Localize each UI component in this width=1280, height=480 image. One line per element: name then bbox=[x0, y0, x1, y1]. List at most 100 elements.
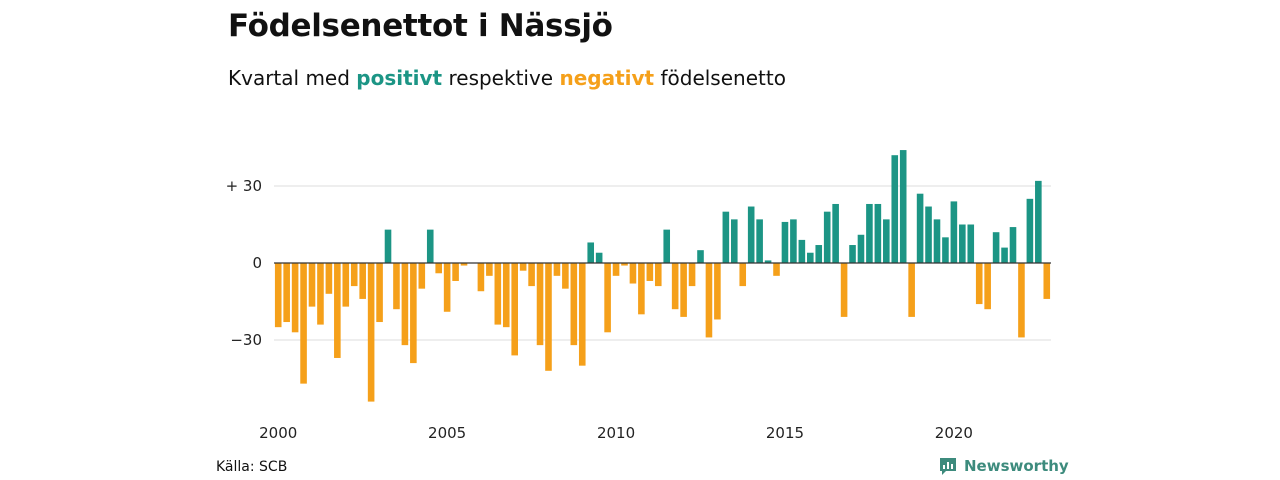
bar bbox=[781, 221, 789, 263]
bar bbox=[756, 219, 763, 263]
bar bbox=[705, 263, 713, 338]
subtitle-positive: positivt bbox=[356, 66, 443, 90]
bar bbox=[317, 263, 324, 325]
newsworthy-chart-bubble-icon bbox=[940, 458, 956, 475]
bar bbox=[832, 203, 839, 263]
bar bbox=[460, 263, 468, 266]
bar bbox=[815, 245, 823, 263]
bar bbox=[595, 252, 603, 263]
bar bbox=[452, 263, 459, 281]
bar bbox=[528, 263, 535, 287]
bar bbox=[916, 193, 924, 263]
x-tick-label: 2005 bbox=[428, 424, 466, 442]
x-tick-label: 2015 bbox=[766, 424, 804, 442]
bar bbox=[604, 263, 611, 333]
bar bbox=[621, 263, 628, 266]
y-tick-label: −30 bbox=[230, 331, 262, 349]
bar bbox=[654, 263, 662, 287]
bar bbox=[992, 232, 1000, 263]
bar bbox=[798, 239, 806, 263]
chart-title: Födelsenettot i Nässjö bbox=[228, 8, 613, 44]
brand-logo: Newsworthy bbox=[938, 456, 1069, 476]
bar bbox=[342, 263, 350, 307]
x-tick-label: 2010 bbox=[597, 424, 635, 442]
bar bbox=[511, 263, 518, 356]
subtitle-mid: respektive bbox=[442, 66, 560, 90]
bar bbox=[401, 263, 409, 346]
bar bbox=[435, 263, 442, 274]
bar bbox=[519, 263, 527, 271]
bar bbox=[899, 150, 907, 263]
bar bbox=[553, 263, 561, 276]
bar bbox=[857, 234, 865, 263]
bar bbox=[486, 263, 493, 276]
bar bbox=[883, 219, 890, 263]
bar bbox=[578, 263, 586, 366]
source-note: Källa: SCB bbox=[216, 459, 288, 475]
subtitle-pre: Kvartal med bbox=[228, 66, 357, 90]
bar bbox=[562, 263, 569, 289]
bar bbox=[764, 260, 772, 263]
tick-layer: + 30 0 −30 2000 2005 2010 2015 2020 bbox=[226, 177, 973, 442]
bar bbox=[629, 263, 637, 284]
bar bbox=[697, 250, 704, 263]
brand-name: Newsworthy bbox=[964, 457, 1069, 475]
bar bbox=[308, 263, 316, 307]
bar bbox=[739, 263, 747, 287]
bar bbox=[1018, 263, 1025, 338]
bar bbox=[722, 211, 730, 263]
bar bbox=[359, 263, 366, 299]
bar bbox=[840, 263, 848, 317]
bar bbox=[823, 211, 831, 263]
y-tick-label: + 30 bbox=[226, 177, 262, 195]
bar bbox=[545, 263, 552, 371]
subtitle-post: födelsenetto bbox=[654, 66, 786, 90]
bar bbox=[849, 245, 856, 263]
bar bbox=[942, 237, 949, 263]
bar bbox=[959, 224, 966, 263]
bar bbox=[638, 263, 645, 315]
bar bbox=[747, 206, 755, 263]
bar bbox=[300, 263, 307, 384]
bar bbox=[393, 263, 400, 310]
bar bbox=[291, 263, 299, 333]
bar bbox=[1026, 198, 1034, 263]
bar bbox=[891, 155, 899, 263]
bar bbox=[773, 263, 780, 276]
bar bbox=[502, 263, 510, 328]
bar bbox=[334, 263, 341, 358]
bar bbox=[494, 263, 502, 325]
bar-chart: + 30 0 −30 2000 2005 2010 2015 2020 bbox=[226, 150, 1051, 442]
bar bbox=[908, 263, 915, 317]
bar bbox=[274, 263, 282, 328]
bar bbox=[874, 203, 882, 263]
bar bbox=[680, 263, 687, 317]
bar bbox=[536, 263, 544, 346]
bar bbox=[984, 263, 991, 310]
bar bbox=[570, 263, 578, 346]
bar bbox=[646, 263, 654, 281]
x-tick-label: 2020 bbox=[935, 424, 973, 442]
subtitle-negative: negativt bbox=[559, 66, 655, 90]
bar bbox=[967, 224, 975, 263]
bar bbox=[367, 263, 375, 402]
bar bbox=[714, 263, 721, 320]
bar bbox=[688, 263, 696, 287]
bar bbox=[950, 201, 958, 263]
bar bbox=[410, 263, 417, 364]
bar-layer bbox=[274, 150, 1051, 402]
bar bbox=[790, 219, 797, 263]
bar bbox=[671, 263, 679, 310]
bar bbox=[1035, 180, 1042, 263]
bar bbox=[350, 263, 358, 287]
bar bbox=[426, 229, 434, 263]
bar bbox=[477, 263, 485, 292]
bar bbox=[807, 252, 814, 263]
bar bbox=[925, 206, 932, 263]
bar bbox=[663, 229, 671, 263]
bar bbox=[975, 263, 983, 305]
bar bbox=[587, 242, 595, 263]
bar bbox=[418, 263, 426, 289]
bar bbox=[933, 219, 941, 263]
y-tick-label: 0 bbox=[252, 254, 262, 272]
